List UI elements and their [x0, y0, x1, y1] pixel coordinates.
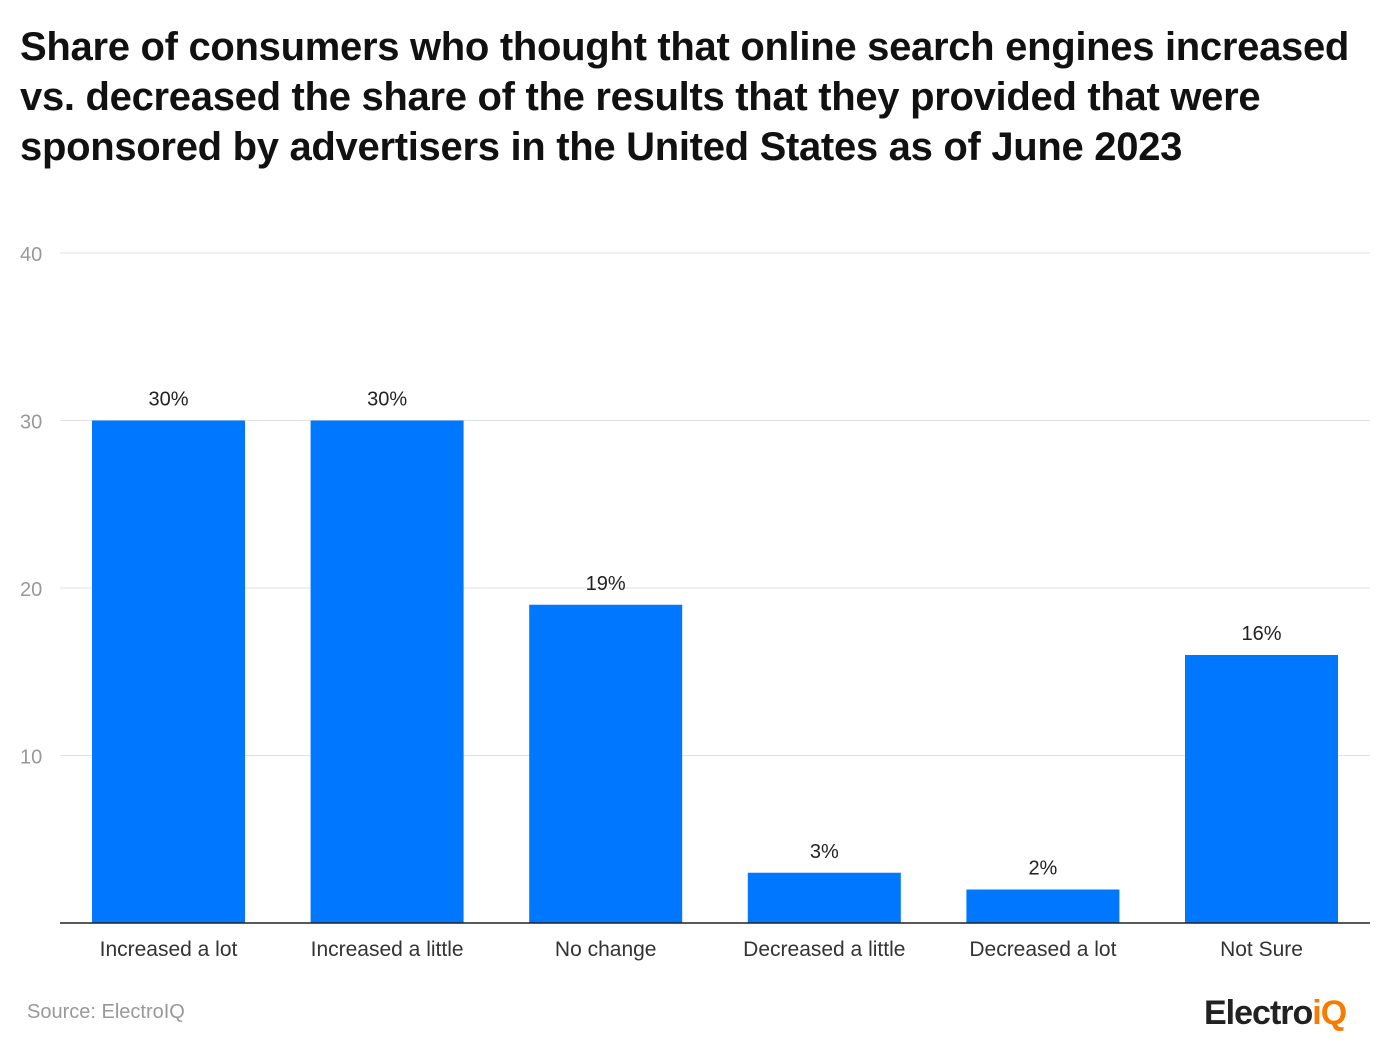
chart-title: Share of consumers who thought that onli…	[20, 25, 1350, 169]
bar	[1185, 655, 1338, 923]
data-label: 30%	[367, 389, 407, 411]
x-tick-label: Increased a lot	[100, 938, 238, 961]
bar	[966, 889, 1120, 923]
y-tick-label: 40	[20, 244, 42, 266]
x-tick-label: Decreased a little	[743, 938, 905, 961]
x-tick-label: Not Sure	[1220, 938, 1303, 961]
x-tick-label: Increased a little	[311, 938, 464, 961]
data-label: 3%	[810, 841, 839, 863]
source-note: Source: ElectroIQ	[27, 1001, 185, 1023]
data-label: 30%	[148, 389, 188, 411]
y-tick-label: 10	[20, 747, 42, 769]
data-label: 2%	[1028, 858, 1057, 880]
data-label: 19%	[586, 573, 626, 595]
y-tick-label: 20	[20, 579, 42, 601]
data-label: 16%	[1241, 623, 1281, 645]
bar	[529, 604, 683, 923]
bar	[92, 420, 245, 923]
bar	[747, 872, 901, 923]
electroiq-logo: ElectroiQ	[1204, 994, 1347, 1032]
x-tick-label: No change	[555, 938, 657, 961]
bar	[310, 420, 464, 923]
y-tick-label: 30	[20, 412, 42, 434]
x-tick-label: Decreased a lot	[969, 938, 1116, 961]
